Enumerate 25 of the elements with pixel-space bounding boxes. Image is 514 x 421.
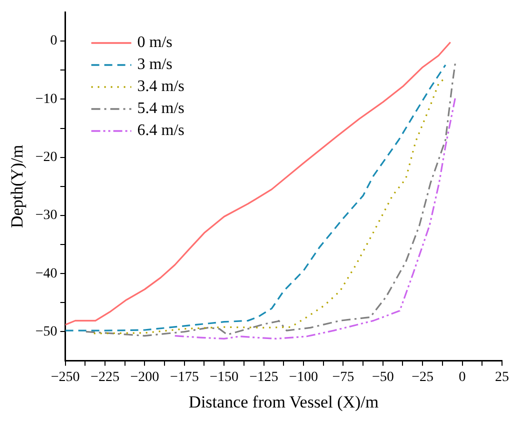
legend-label: 3 m/s: [137, 56, 172, 74]
y-tick-label: −20: [35, 150, 58, 166]
legend-label: 0 m/s: [137, 34, 172, 52]
x-tick-label: −100: [289, 370, 318, 385]
x-tick-label: −175: [170, 370, 199, 385]
legend-label: 3.4 m/s: [137, 78, 184, 96]
legend-label: 5.4 m/s: [137, 100, 184, 118]
x-tick-label: −50: [372, 370, 394, 385]
x-tick-label: 0: [458, 370, 466, 385]
x-axis-title: Distance from Vessel (X)/m: [188, 392, 379, 412]
legend-label: 6.4 m/s: [137, 122, 184, 140]
y-tick-label: −30: [35, 208, 58, 224]
x-tick-label: −25: [412, 370, 434, 385]
x-tick-label: −225: [90, 370, 120, 385]
x-tick-label: −200: [130, 370, 160, 385]
x-tick-label: −125: [249, 370, 278, 385]
y-tick-label: −50: [35, 324, 58, 340]
x-tick-label: −75: [332, 370, 354, 385]
x-tick-label: 25: [495, 370, 509, 385]
y-axis-title: Depth(Y)/m: [8, 144, 27, 228]
x-tick-label: −150: [210, 370, 239, 385]
y-tick-label: 0: [50, 34, 58, 49]
x-tick-label: −250: [50, 370, 80, 385]
y-tick-label: −10: [35, 92, 58, 107]
y-tick-label: −40: [35, 266, 58, 282]
